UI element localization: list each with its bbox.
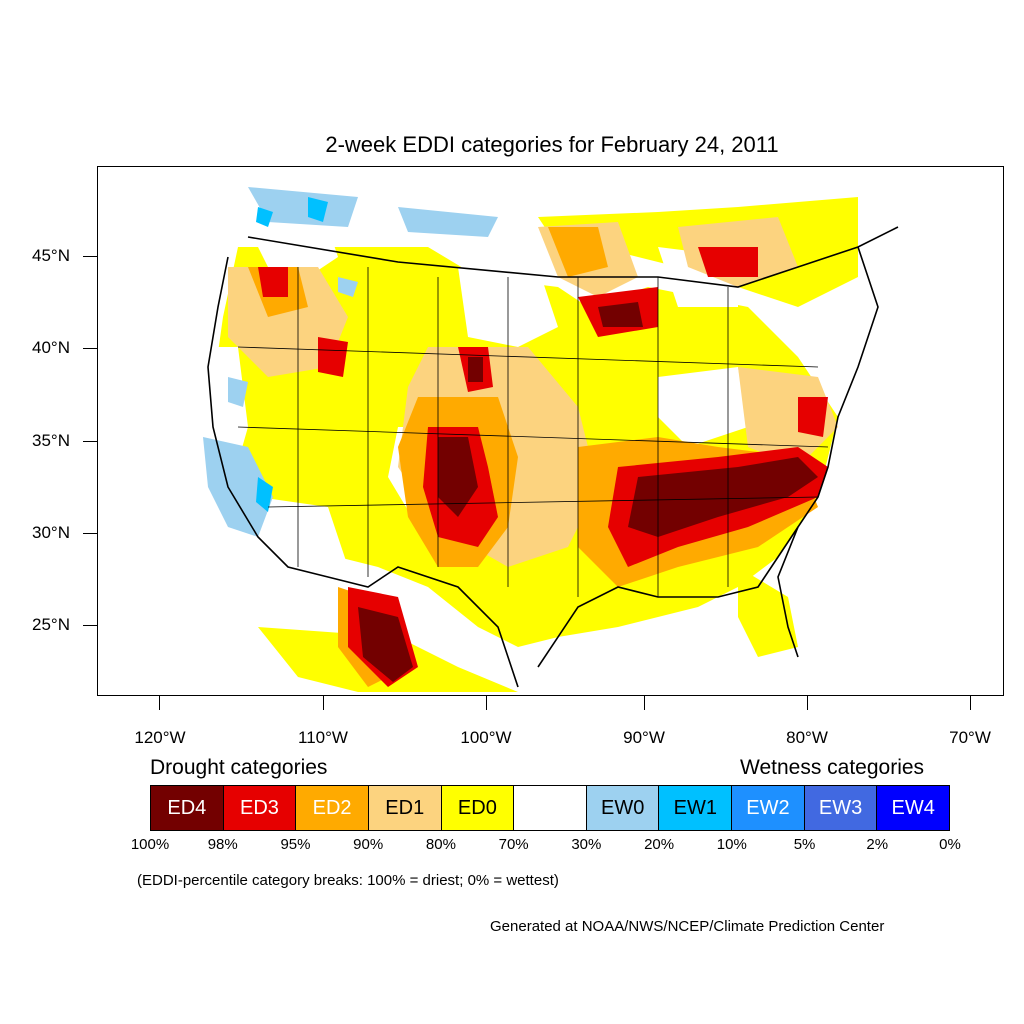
lon-label-110: 110°W bbox=[298, 728, 348, 747]
legend-cell-ed1: ED1 bbox=[368, 786, 442, 830]
break-label: 98% bbox=[207, 836, 238, 853]
lat-tick bbox=[83, 348, 97, 350]
lat-tick bbox=[83, 441, 97, 443]
lon-tick bbox=[807, 696, 809, 710]
lon-tick bbox=[159, 696, 161, 710]
break-label: 5% bbox=[793, 836, 816, 853]
lat-label-40: 40°N bbox=[32, 338, 70, 357]
lat-tick bbox=[83, 533, 97, 535]
legend-bar: ED4 ED3 ED2 ED1 ED0 EW0 EW1 EW2 EW3 EW4 bbox=[150, 785, 950, 831]
lat-label-25: 25°N bbox=[32, 615, 70, 634]
legend-cell-ew2: EW2 bbox=[732, 786, 805, 830]
break-label: 100% bbox=[130, 836, 170, 853]
legend-cell-ed4: ED4 bbox=[151, 786, 224, 830]
ed4-regions bbox=[358, 302, 818, 682]
legend-cell-ew4: EW4 bbox=[877, 786, 950, 830]
lon-tick bbox=[323, 696, 325, 710]
ew1-regions bbox=[256, 197, 328, 512]
lon-label-100: 100°W bbox=[460, 728, 512, 747]
break-label: 70% bbox=[498, 836, 529, 853]
map-area bbox=[97, 166, 1004, 696]
break-label: 10% bbox=[716, 836, 747, 853]
break-label: 30% bbox=[571, 836, 602, 853]
legend-cell-ed3: ED3 bbox=[223, 786, 297, 830]
lat-label-30: 30°N bbox=[32, 523, 70, 542]
ew0-regions bbox=[203, 187, 498, 537]
lat-label-45: 45°N bbox=[32, 246, 70, 265]
lon-label-120: 120°W bbox=[134, 728, 186, 747]
drought-heading: Drought categories bbox=[150, 756, 328, 779]
legend-cell-ew3: EW3 bbox=[804, 786, 878, 830]
lon-label-70: 70°W bbox=[949, 728, 991, 747]
legend-cell-ew1: EW1 bbox=[659, 786, 733, 830]
legend-cell-ew0: EW0 bbox=[586, 786, 660, 830]
drought-map bbox=[198, 187, 899, 692]
lon-label-80: 80°W bbox=[786, 728, 828, 747]
lon-tick bbox=[486, 696, 488, 710]
break-label: 2% bbox=[866, 836, 889, 853]
lat-tick bbox=[83, 256, 97, 258]
break-label: 95% bbox=[280, 836, 311, 853]
map-title: 2-week EDDI categories for February 24, … bbox=[325, 132, 779, 157]
break-label: 20% bbox=[644, 836, 675, 853]
break-label: 80% bbox=[425, 836, 456, 853]
lon-tick bbox=[644, 696, 646, 710]
break-label: 0% bbox=[939, 836, 961, 853]
state-lines bbox=[237, 267, 829, 597]
breaks-note: (EDDI-percentile category breaks: 100% =… bbox=[137, 872, 559, 889]
credit-line: Generated at NOAA/NWS/NCEP/Climate Predi… bbox=[490, 918, 885, 935]
legend-cell-ed0: ED0 bbox=[441, 786, 515, 830]
lat-label-35: 35°N bbox=[32, 431, 70, 450]
break-label: 90% bbox=[353, 836, 384, 853]
lat-tick bbox=[83, 625, 97, 627]
lon-label-90: 90°W bbox=[623, 728, 665, 747]
legend-cell-neutral bbox=[514, 786, 587, 830]
lon-tick bbox=[970, 696, 972, 710]
wetness-heading: Wetness categories bbox=[740, 756, 925, 779]
legend-cell-ed2: ED2 bbox=[296, 786, 369, 830]
